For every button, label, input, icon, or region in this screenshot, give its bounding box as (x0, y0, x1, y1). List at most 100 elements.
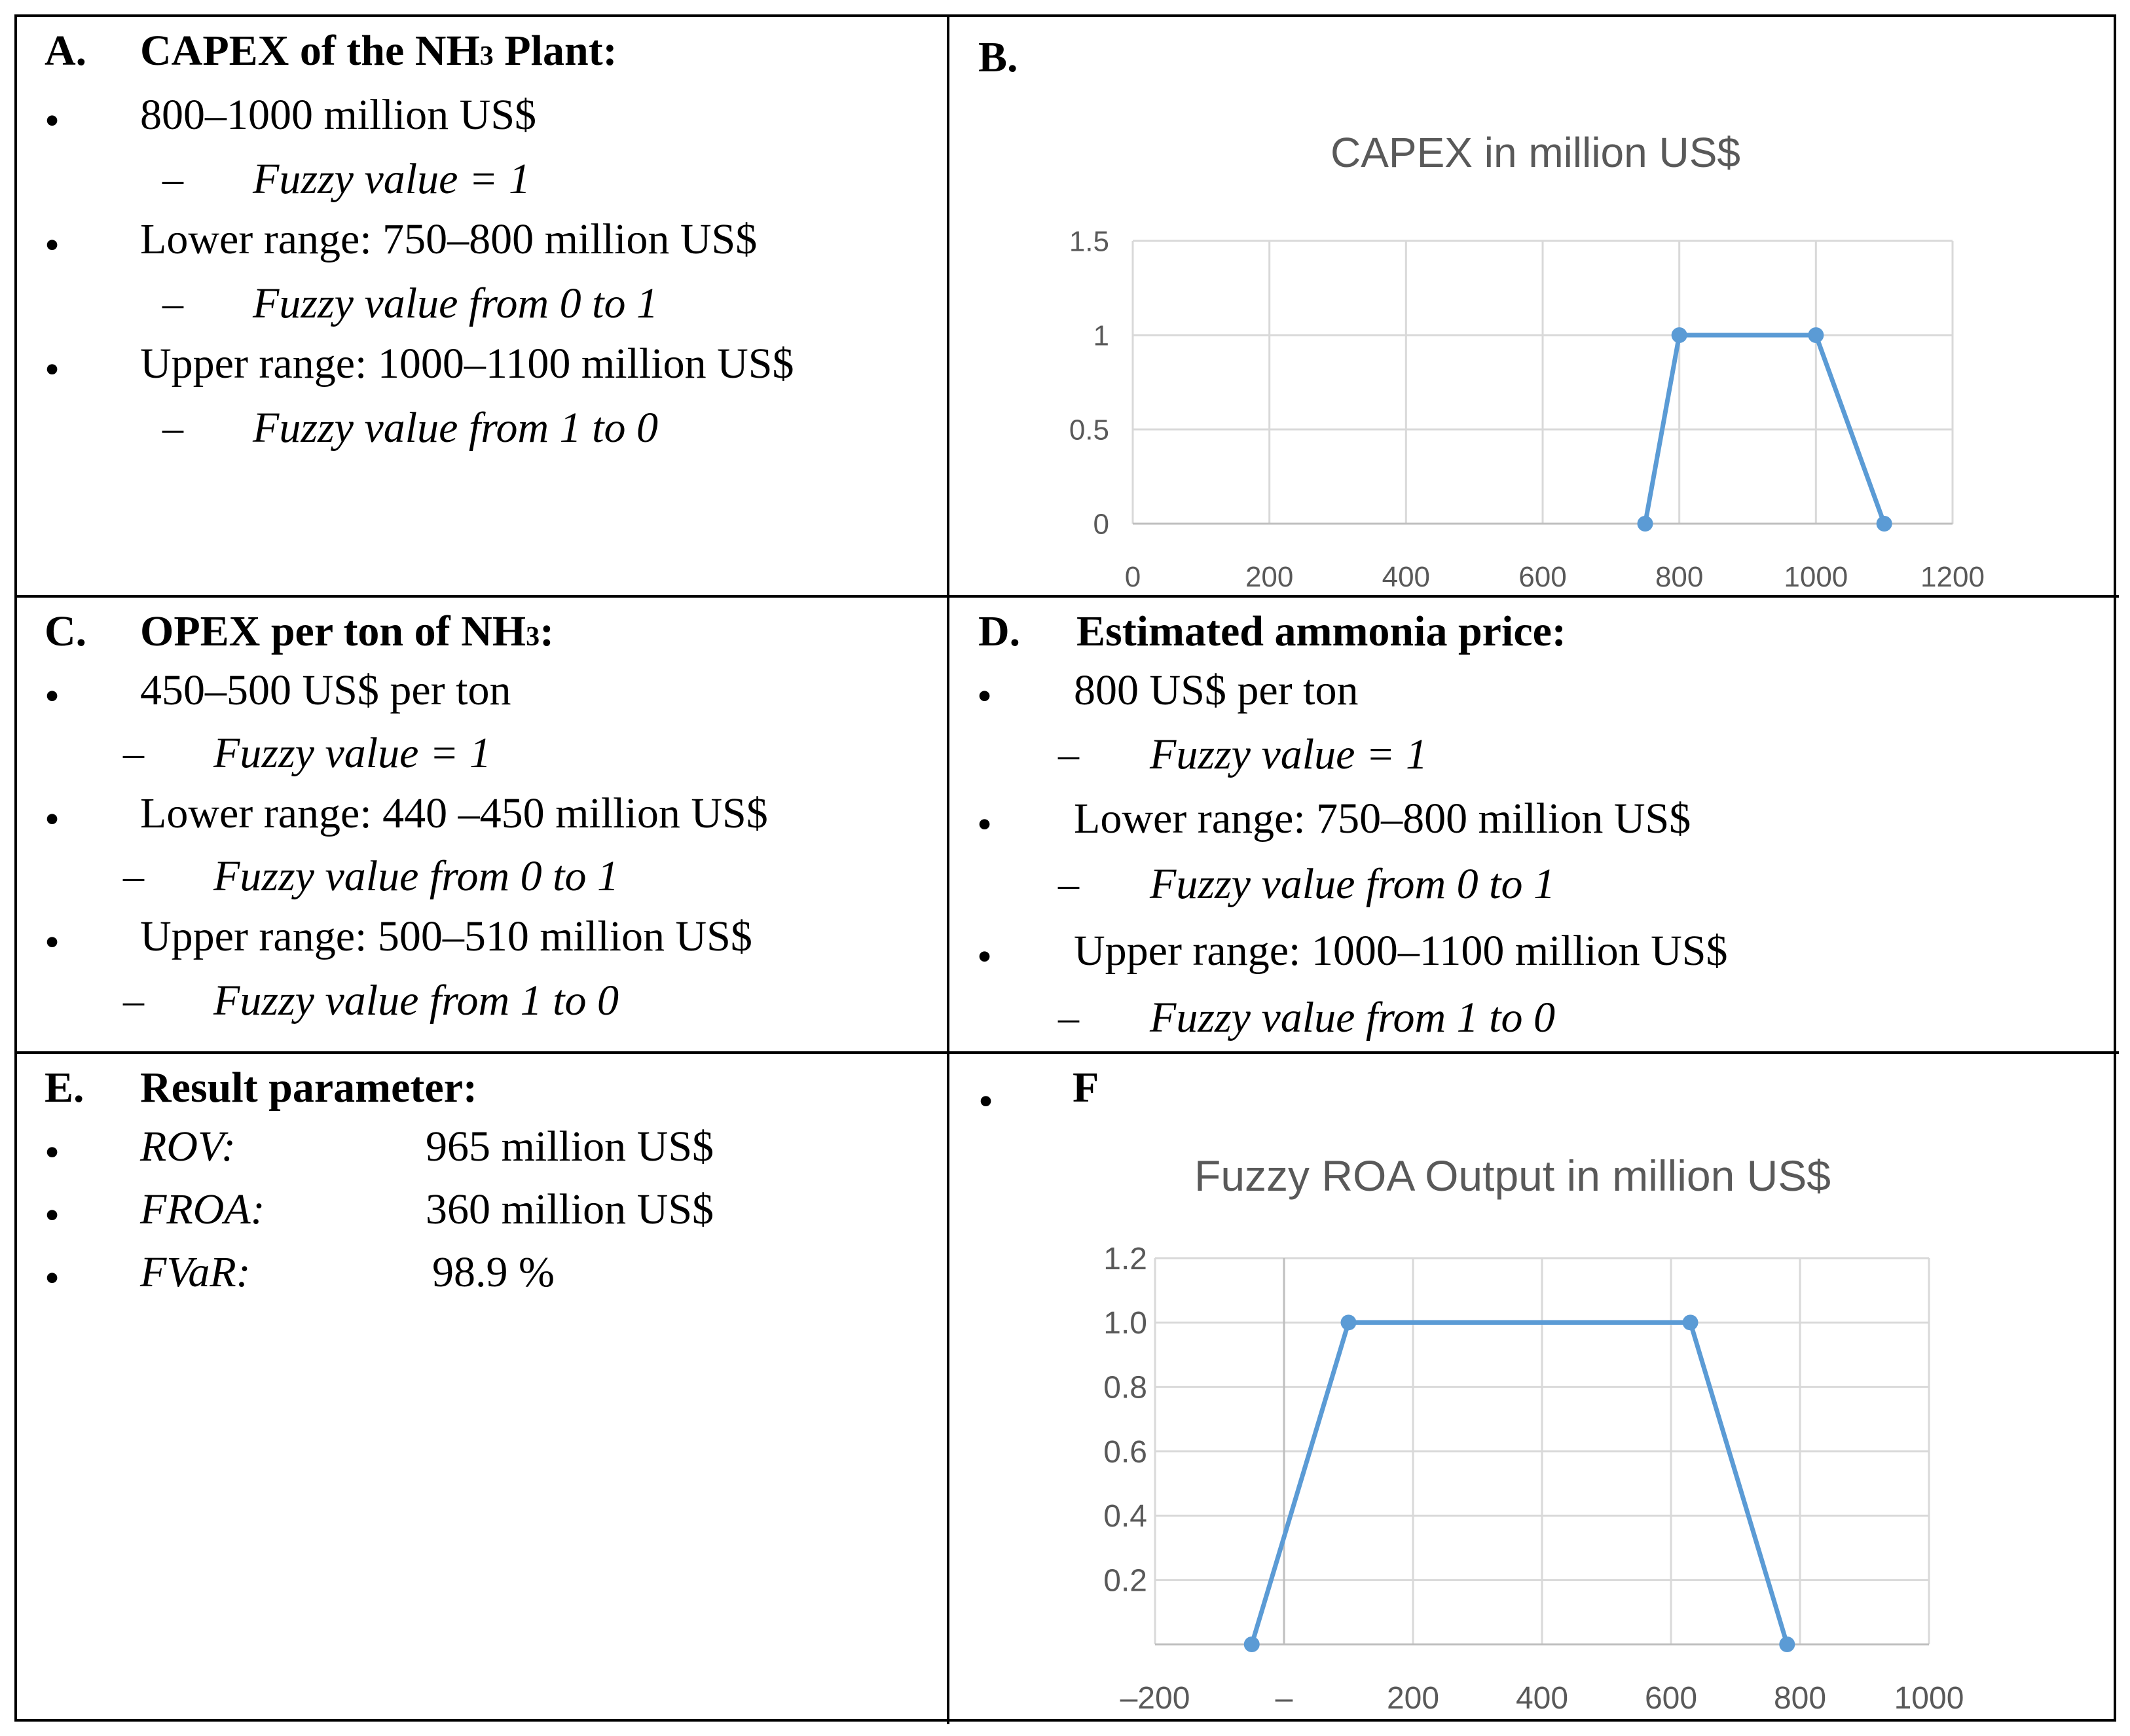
data-point (1808, 327, 1824, 343)
list-subitem: Fuzzy value = 1 (213, 729, 491, 777)
bullet-icon (45, 798, 60, 841)
y-tick-label: 0.2 (1103, 1563, 1147, 1598)
cell-ammonia-price: D. Estimated ammonia price: 800 US$ per t… (947, 598, 2119, 1054)
section-title-end: : (540, 607, 555, 655)
section-f-heading: F (1073, 1063, 1099, 1113)
list-item: 800–1000 million US$ (140, 91, 537, 139)
section-label: C. (45, 607, 87, 655)
bullet-icon (45, 224, 60, 267)
list-subitem: Fuzzy value from 1 to 0 (1150, 994, 1555, 1041)
data-point (1340, 1314, 1357, 1331)
list-item: Lower range: 750–800 million US$ (140, 215, 758, 263)
y-tick-label: 0.5 (1069, 414, 1109, 446)
list-item: Lower range: 750–800 million US$ (1074, 795, 1691, 842)
section-a-heading: A. CAPEX of the NH3 Plant: (45, 26, 617, 76)
dash-icon: – (123, 729, 144, 776)
bullet-icon (977, 803, 992, 846)
x-tick-label: 0 (1125, 561, 1141, 593)
cell-result-parameters: E. Result parameter: ROV: 965 million US$… (17, 1054, 947, 1724)
bullet-icon (45, 1257, 60, 1300)
bullet-icon (45, 675, 60, 718)
section-title: CAPEX of the NH (140, 27, 480, 75)
x-tick-label: 600 (1645, 1681, 1697, 1716)
subscript-3: 3 (526, 622, 540, 652)
summary-table: A.CAPEX of the NH3 Plant: 800–1000 milli… (14, 14, 2119, 1724)
capex-chart: 0 200 400 600 800 1000 1200 0 0.5 1 1.5 (1069, 225, 1985, 593)
section-title: OPEX per ton of NH (140, 607, 526, 655)
list-subitem: Fuzzy value from 0 to 1 (1150, 860, 1555, 908)
list-item: 800 US$ per ton (1074, 666, 1359, 714)
cell-roa-chart: F Fuzzy ROA Output in million US$ –200–2… (947, 1054, 2119, 1724)
cell-opex-details: C. OPEX per ton of NH3: 450–500 US$ per t… (17, 598, 947, 1054)
y-tick-label: 0.6 (1103, 1435, 1147, 1470)
list-item: Lower range: 440 –450 million US$ (140, 789, 768, 837)
bullet-icon (45, 1131, 60, 1174)
data-point (1637, 516, 1653, 532)
data-point (1876, 516, 1892, 532)
cell-capex-chart: B. CAPEX in million US$ 0 200 400 600 800 100… (947, 17, 2119, 598)
x-tick-label: – (1276, 1681, 1293, 1716)
param-name: FVaR: (140, 1248, 251, 1296)
list-item: Upper range: 1000–1100 million US$ (140, 340, 794, 388)
section-label: E. (45, 1064, 84, 1112)
y-tick-label: 1 (1093, 319, 1109, 352)
x-tick-label: 1200 (1920, 561, 1985, 593)
list-subitem: Fuzzy value from 1 to 0 (213, 977, 619, 1024)
param-value: 98.9 % (432, 1248, 555, 1296)
dash-icon: – (123, 852, 144, 899)
x-tick-label: 200 (1245, 561, 1293, 593)
chart-title: Fuzzy ROA Output in million US$ (1194, 1151, 1831, 1200)
cell-capex-details: A. CAPEX of the NH3 Plant: 800–1000 milli… (17, 17, 947, 598)
section-label: B. (978, 33, 1018, 81)
subscript-3: 3 (479, 41, 494, 71)
x-tick-label: 200 (1387, 1681, 1439, 1716)
x-tick-label: 1000 (1894, 1681, 1964, 1716)
series-line (1249, 1320, 1790, 1646)
dash-icon: – (162, 155, 183, 202)
dash-icon: – (1058, 731, 1079, 777)
bullet-icon (977, 935, 992, 979)
dash-icon: – (123, 977, 144, 1023)
section-title: Result parameter: (140, 1064, 477, 1112)
section-title-end: Plant: (493, 27, 617, 75)
x-tick-label: 800 (1774, 1681, 1826, 1716)
data-point (1779, 1637, 1795, 1652)
section-label: F (1073, 1064, 1099, 1112)
y-tick-label: 0.4 (1103, 1499, 1147, 1534)
section-b-heading: B. (978, 33, 1018, 82)
x-tick-label: 1000 (1784, 561, 1848, 593)
x-tick-label: 400 (1382, 561, 1430, 593)
list-subitem: Fuzzy value from 0 to 1 (213, 852, 619, 900)
y-tick-label: 1.5 (1069, 225, 1109, 257)
list-subitem: Fuzzy value from 1 to 0 (253, 404, 658, 452)
section-d-heading: D. Estimated ammonia price: (978, 607, 1566, 657)
data-point (1682, 1314, 1698, 1331)
section-e-heading: E. Result parameter: (45, 1063, 477, 1113)
param-value: 360 million US$ (426, 1185, 714, 1233)
x-tick-label: 400 (1516, 1681, 1568, 1716)
dash-icon: – (1058, 994, 1079, 1040)
data-point (1243, 1637, 1260, 1652)
list-subitem: Fuzzy value from 0 to 1 (253, 280, 658, 327)
series-line (1643, 333, 1886, 525)
param-name: ROV: (140, 1123, 236, 1170)
x-tick-label: –200 (1120, 1681, 1190, 1716)
dash-icon: – (1058, 860, 1079, 907)
bullet-icon (45, 921, 60, 964)
dash-icon: – (162, 404, 183, 450)
bullet-icon (45, 1194, 60, 1237)
x-tick-label: 600 (1518, 561, 1566, 593)
dash-icon: – (162, 280, 183, 326)
param-value: 965 million US$ (426, 1123, 714, 1170)
data-point (1671, 327, 1687, 343)
list-subitem: Fuzzy value = 1 (253, 155, 530, 203)
bullet-icon (45, 348, 60, 391)
y-tick-label: 0 (1093, 508, 1109, 540)
param-name: FROA: (140, 1185, 265, 1233)
x-tick-label: 800 (1655, 561, 1703, 593)
list-item: Upper range: 1000–1100 million US$ (1074, 927, 1728, 975)
y-tick-label: 1.0 (1103, 1306, 1147, 1341)
bullet-icon (977, 675, 992, 718)
section-label: D. (978, 607, 1021, 655)
list-item: 450–500 US$ per ton (140, 666, 511, 714)
